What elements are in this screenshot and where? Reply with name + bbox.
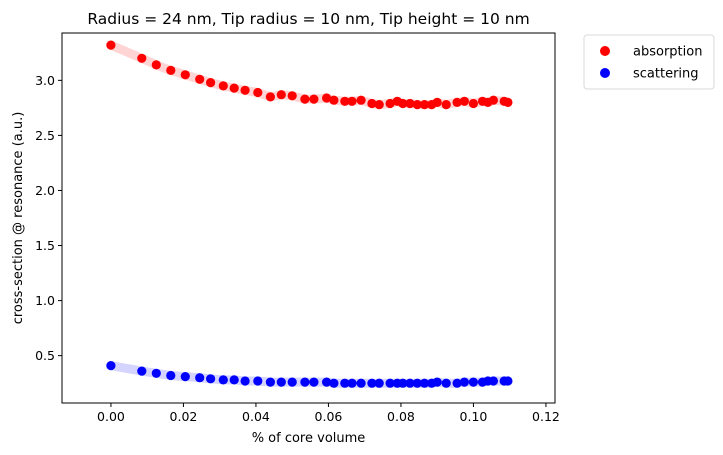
y-axis-ticks: 0.5 1.0 1.5 2.0 2.5 3.0: [35, 73, 62, 363]
point-absorption: [166, 65, 176, 75]
point-scattering: [180, 372, 190, 382]
point-absorption: [347, 96, 357, 106]
x-tick-label: 0.08: [387, 409, 415, 424]
point-absorption: [309, 94, 319, 104]
point-scattering: [276, 377, 286, 387]
x-tick-label: 0.10: [460, 409, 488, 424]
point-absorption: [468, 98, 478, 109]
point-scattering: [503, 376, 513, 386]
point-scattering: [229, 375, 239, 385]
x-tick-label: 0.02: [170, 409, 198, 424]
point-scattering: [347, 378, 357, 388]
data-points: [106, 40, 513, 388]
point-scattering: [300, 377, 310, 387]
point-absorption: [322, 93, 332, 103]
y-tick-label: 2.0: [35, 183, 55, 198]
point-scattering: [240, 376, 250, 386]
point-scattering: [488, 376, 498, 386]
legend: absorption scattering: [583, 34, 715, 90]
point-scattering: [106, 361, 116, 371]
point-absorption: [218, 81, 228, 91]
point-absorption: [240, 85, 250, 95]
legend-marker-scattering: [600, 68, 610, 78]
point-absorption: [419, 100, 430, 110]
point-scattering: [385, 378, 395, 388]
point-scattering: [166, 370, 176, 381]
point-scattering: [468, 377, 478, 387]
point-absorption: [503, 97, 513, 107]
point-scattering: [405, 378, 415, 388]
y-tick-label: 3.0: [35, 73, 55, 88]
chart-title: Radius = 24 nm, Tip radius = 10 nm, Tip …: [87, 10, 529, 28]
point-scattering: [459, 377, 469, 387]
point-scattering: [151, 368, 161, 378]
point-scattering: [452, 378, 462, 388]
point-absorption: [340, 96, 350, 106]
point-scattering: [309, 377, 319, 387]
point-absorption: [432, 97, 442, 107]
point-absorption: [488, 95, 498, 105]
point-absorption: [106, 40, 116, 50]
point-absorption: [374, 100, 384, 110]
point-absorption: [253, 87, 263, 98]
x-tick-label: 0.04: [242, 409, 270, 424]
point-scattering: [419, 378, 430, 388]
plot-frame: [61, 32, 556, 404]
point-scattering: [356, 378, 366, 388]
point-absorption: [329, 95, 339, 105]
point-absorption: [137, 53, 147, 63]
y-tick-label: 2.5: [35, 128, 55, 143]
point-scattering: [340, 378, 350, 388]
point-absorption: [151, 60, 161, 70]
point-absorption: [405, 98, 415, 109]
y-tick-label: 1.5: [35, 238, 55, 253]
point-scattering: [137, 366, 147, 376]
legend-marker-absorption: [600, 46, 610, 56]
point-absorption: [300, 94, 310, 104]
x-axis-ticks: 0.00 0.02 0.04 0.06 0.08 0.10 0.12: [97, 403, 560, 424]
legend-label-absorption: absorption: [633, 45, 702, 60]
point-absorption: [367, 98, 377, 109]
y-tick-label: 0.5: [35, 348, 55, 363]
legend-label-scattering: scattering: [633, 67, 699, 82]
point-absorption: [398, 98, 408, 109]
point-scattering: [218, 375, 228, 385]
y-axis-label: cross-section @ resonance (a.u.): [11, 112, 26, 325]
point-absorption: [441, 100, 451, 110]
x-tick-label: 0.12: [532, 409, 560, 424]
point-absorption: [276, 90, 286, 100]
x-tick-label: 0.06: [315, 409, 343, 424]
point-absorption: [287, 91, 297, 101]
point-scattering: [206, 374, 216, 384]
point-scattering: [367, 378, 377, 388]
point-absorption: [229, 83, 239, 93]
point-absorption: [412, 100, 422, 110]
point-scattering: [398, 378, 408, 388]
point-absorption: [180, 70, 190, 80]
point-absorption: [452, 97, 462, 107]
point-absorption: [459, 96, 469, 106]
point-scattering: [195, 373, 205, 383]
point-absorption: [206, 78, 216, 88]
point-scattering: [322, 377, 332, 387]
legend-frame: [583, 34, 715, 90]
point-scattering: [265, 377, 275, 387]
point-scattering: [329, 378, 339, 388]
x-axis-label: % of core volume: [252, 431, 366, 446]
point-absorption: [356, 95, 366, 105]
point-absorption: [385, 98, 395, 109]
point-scattering: [374, 378, 384, 388]
y-tick-label: 1.0: [35, 293, 55, 308]
x-tick-label: 0.00: [97, 409, 125, 424]
point-absorption: [265, 92, 275, 102]
point-scattering: [441, 378, 451, 388]
point-scattering: [287, 377, 297, 387]
confidence-bands: [106, 40, 513, 388]
point-scattering: [253, 376, 263, 386]
point-scattering: [432, 377, 442, 387]
point-scattering: [412, 378, 422, 388]
point-absorption: [195, 74, 205, 84]
